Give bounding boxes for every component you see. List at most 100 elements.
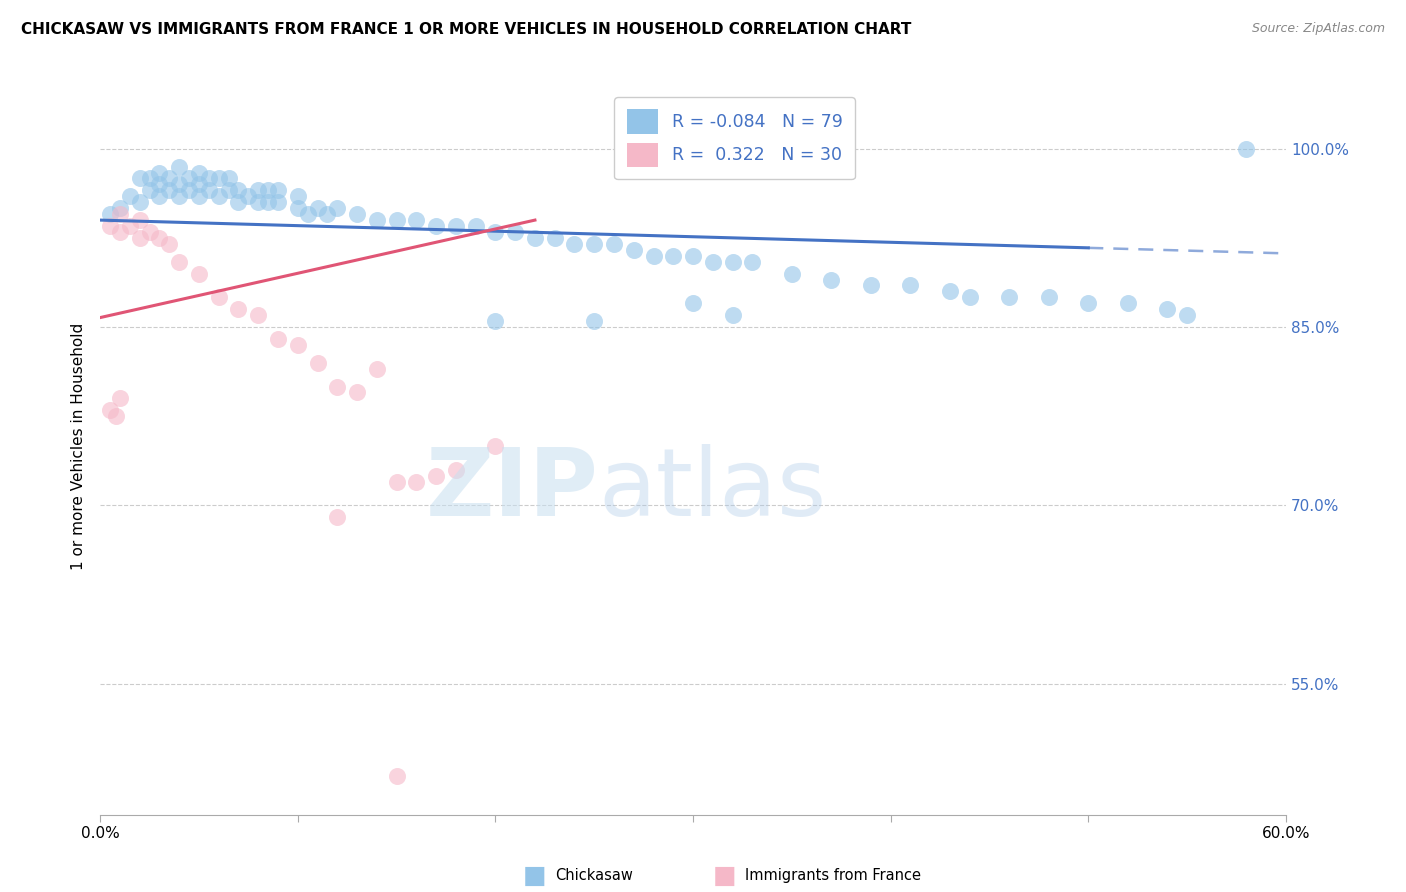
- Point: [148, 189, 170, 203]
- Point: [167, 189, 190, 203]
- Point: [228, 195, 250, 210]
- Point: [544, 231, 567, 245]
- Point: [484, 314, 506, 328]
- Point: [484, 439, 506, 453]
- Point: [583, 314, 606, 328]
- Legend: R = -0.084   N = 79, R =  0.322   N = 30: R = -0.084 N = 79, R = 0.322 N = 30: [614, 97, 855, 179]
- Point: [959, 290, 981, 304]
- Point: [177, 183, 200, 197]
- Point: [346, 207, 368, 221]
- Text: ■: ■: [713, 864, 735, 888]
- Point: [98, 403, 121, 417]
- Point: [218, 171, 240, 186]
- Point: [1175, 308, 1198, 322]
- Point: [108, 201, 131, 215]
- Point: [138, 183, 160, 197]
- Point: [287, 201, 309, 215]
- Point: [118, 219, 141, 233]
- Text: Immigrants from France: Immigrants from France: [745, 869, 921, 883]
- Point: [228, 302, 250, 317]
- Point: [998, 290, 1021, 304]
- Point: [148, 178, 170, 192]
- Point: [208, 290, 231, 304]
- Point: [247, 308, 270, 322]
- Point: [316, 207, 339, 221]
- Point: [780, 267, 803, 281]
- Point: [1116, 296, 1139, 310]
- Point: [108, 225, 131, 239]
- Point: [662, 249, 685, 263]
- Point: [128, 195, 150, 210]
- Point: [307, 201, 329, 215]
- Text: CHICKASAW VS IMMIGRANTS FROM FRANCE 1 OR MORE VEHICLES IN HOUSEHOLD CORRELATION : CHICKASAW VS IMMIGRANTS FROM FRANCE 1 OR…: [21, 22, 911, 37]
- Point: [385, 769, 408, 783]
- Point: [287, 338, 309, 352]
- Point: [900, 278, 922, 293]
- Point: [326, 510, 349, 524]
- Point: [326, 379, 349, 393]
- Point: [157, 183, 180, 197]
- Point: [267, 332, 290, 346]
- Point: [702, 254, 724, 268]
- Point: [643, 249, 665, 263]
- Point: [104, 409, 127, 424]
- Point: [1077, 296, 1099, 310]
- Point: [247, 183, 270, 197]
- Y-axis label: 1 or more Vehicles in Household: 1 or more Vehicles in Household: [72, 322, 86, 570]
- Point: [564, 236, 586, 251]
- Point: [257, 183, 280, 197]
- Point: [247, 195, 270, 210]
- Point: [228, 183, 250, 197]
- Point: [267, 195, 290, 210]
- Point: [167, 160, 190, 174]
- Point: [187, 267, 209, 281]
- Point: [444, 463, 467, 477]
- Point: [444, 219, 467, 233]
- Point: [682, 296, 704, 310]
- Point: [603, 236, 626, 251]
- Point: [741, 254, 763, 268]
- Text: atlas: atlas: [598, 444, 827, 536]
- Point: [721, 308, 744, 322]
- Point: [484, 225, 506, 239]
- Point: [405, 213, 427, 227]
- Point: [108, 392, 131, 406]
- Point: [148, 165, 170, 179]
- Point: [187, 165, 209, 179]
- Point: [721, 254, 744, 268]
- Point: [167, 254, 190, 268]
- Point: [326, 201, 349, 215]
- Point: [385, 475, 408, 489]
- Point: [682, 249, 704, 263]
- Text: Chickasaw: Chickasaw: [555, 869, 633, 883]
- Point: [98, 219, 121, 233]
- Point: [138, 171, 160, 186]
- Point: [118, 189, 141, 203]
- Text: ZIP: ZIP: [425, 444, 598, 536]
- Point: [187, 189, 209, 203]
- Point: [218, 183, 240, 197]
- Point: [425, 468, 447, 483]
- Point: [503, 225, 526, 239]
- Point: [208, 171, 231, 186]
- Point: [366, 361, 388, 376]
- Point: [583, 236, 606, 251]
- Point: [366, 213, 388, 227]
- Point: [157, 171, 180, 186]
- Text: Source: ZipAtlas.com: Source: ZipAtlas.com: [1251, 22, 1385, 36]
- Point: [138, 225, 160, 239]
- Point: [307, 356, 329, 370]
- Point: [208, 189, 231, 203]
- Point: [128, 213, 150, 227]
- Point: [1236, 142, 1258, 156]
- Point: [157, 236, 180, 251]
- Point: [523, 231, 546, 245]
- Point: [297, 207, 319, 221]
- Point: [238, 189, 260, 203]
- Point: [198, 183, 221, 197]
- Point: [425, 219, 447, 233]
- Point: [198, 171, 221, 186]
- Point: [287, 189, 309, 203]
- Point: [177, 171, 200, 186]
- Point: [98, 207, 121, 221]
